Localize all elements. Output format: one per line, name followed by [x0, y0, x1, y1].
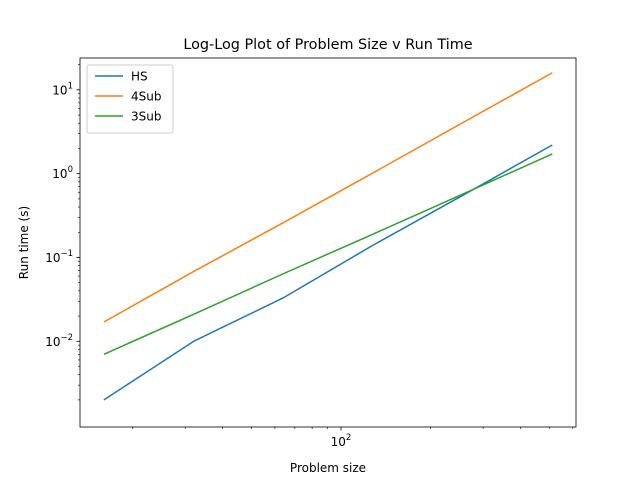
legend-label-4sub: 4Sub — [131, 90, 161, 104]
y-tick-label-exponent: 1 — [68, 81, 73, 91]
x-tick-label-exponent: 2 — [346, 433, 351, 443]
axes-frame — [79, 57, 577, 428]
y-tick-label-base: 10 — [45, 335, 60, 349]
legend-label-3sub: 3Sub — [131, 110, 161, 124]
y-axis-label: Run time (s) — [17, 206, 31, 279]
x-axis-label: Problem size — [290, 461, 366, 475]
series-layer — [103, 72, 553, 401]
y-tick-label-exponent: −2 — [60, 333, 73, 343]
y-tick-label-exponent: −1 — [60, 249, 73, 259]
y-tick-label: 10−1 — [45, 249, 73, 265]
x-tick-label-base: 10 — [331, 435, 346, 449]
chart-title: Log-Log Plot of Problem Size v Run Time — [183, 37, 472, 53]
legend: HS 4Sub 3Sub — [86, 64, 174, 134]
y-tick-label-base: 10 — [52, 167, 67, 181]
x-tick-label: 102 — [331, 433, 352, 449]
series-line-3sub — [103, 153, 553, 355]
y-tick-label-exponent: 0 — [68, 165, 73, 175]
y-tick-label: 100 — [52, 165, 73, 181]
series-line-4sub — [103, 72, 553, 323]
y-tick-label: 101 — [52, 81, 73, 97]
y-tick-label-base: 10 — [45, 251, 60, 265]
y-tick-label-base: 10 — [52, 83, 67, 97]
y-tick-label: 10−2 — [45, 333, 73, 349]
legend-label-hs: HS — [131, 70, 148, 84]
